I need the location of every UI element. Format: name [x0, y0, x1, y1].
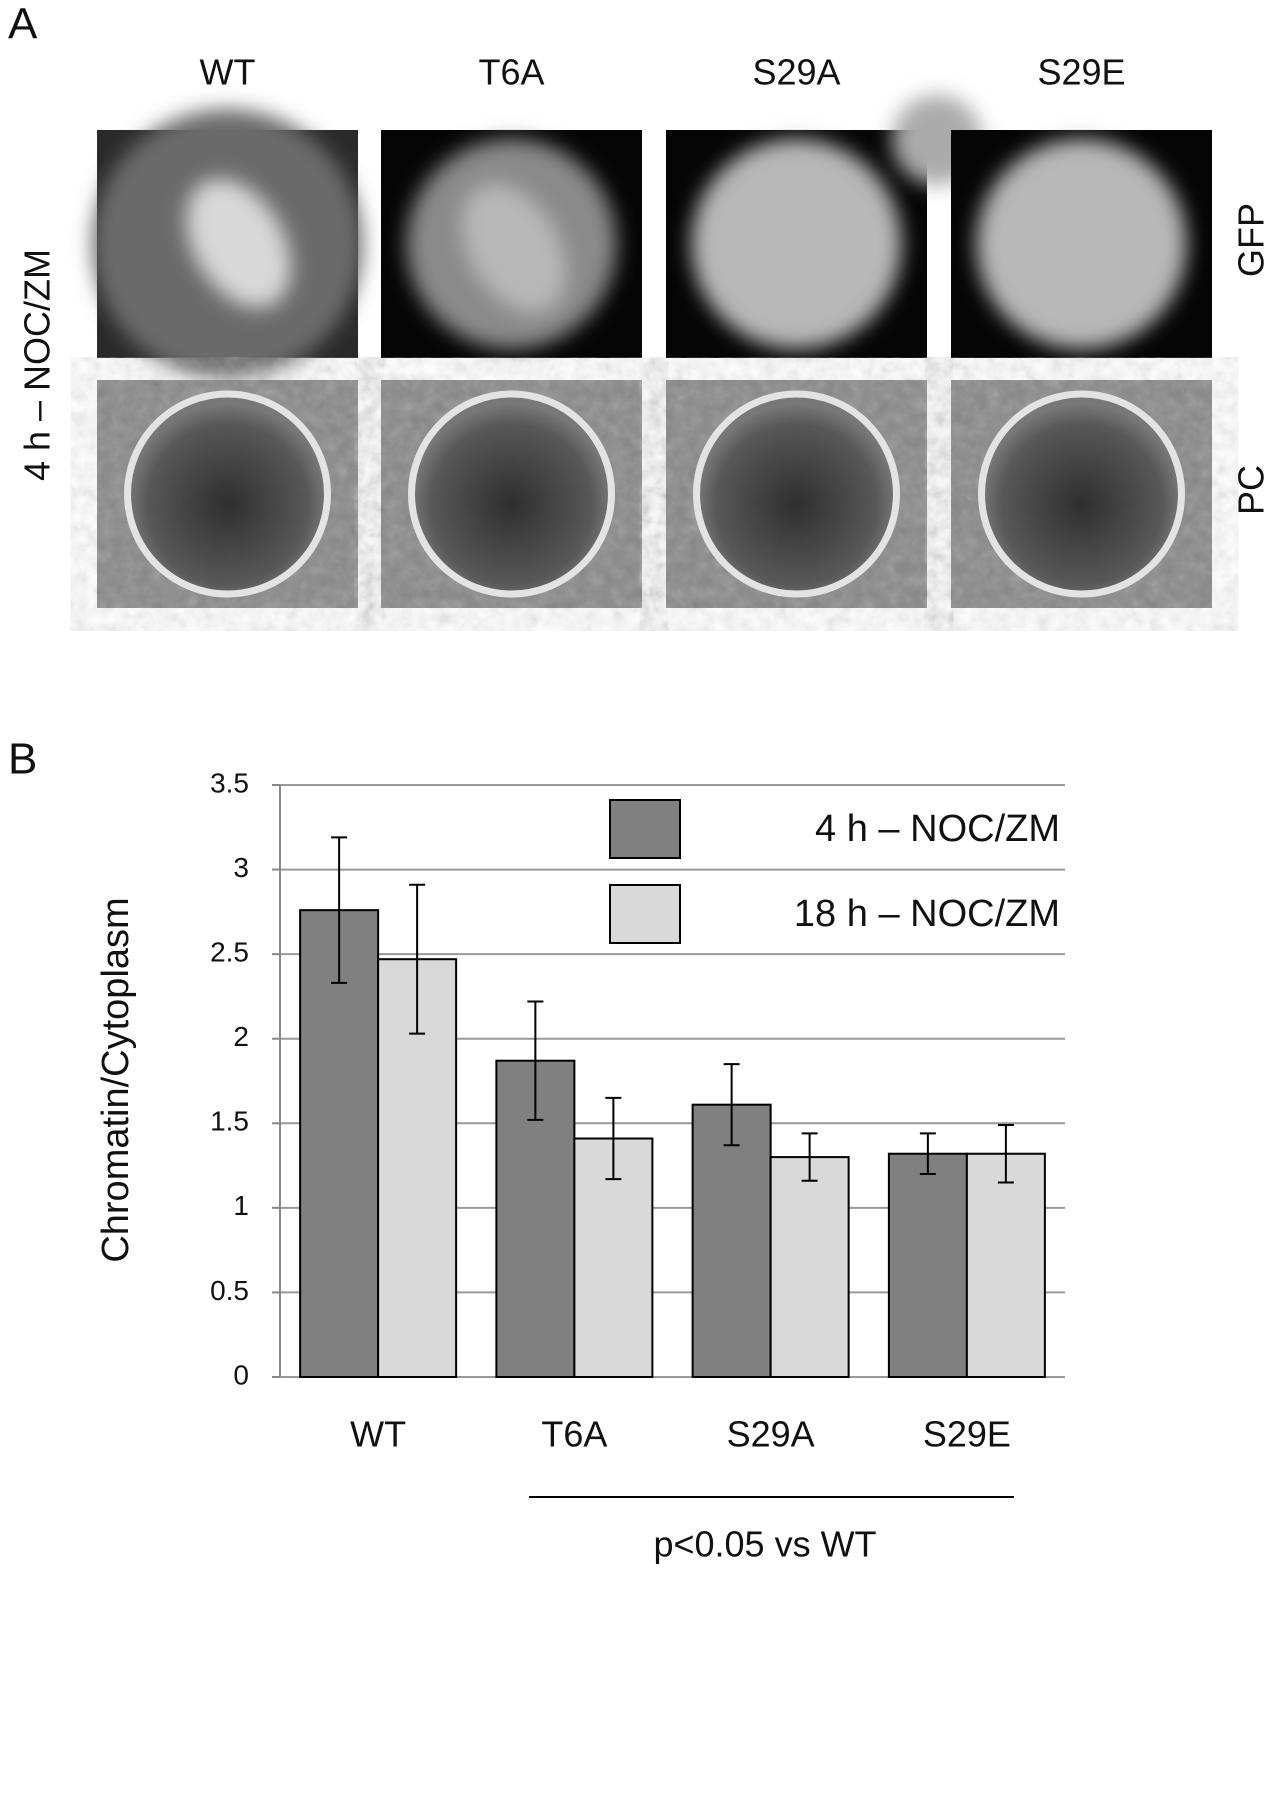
- column-label: S29A: [752, 52, 840, 93]
- column-label: T6A: [478, 52, 544, 93]
- y-tick-label: 2.5: [210, 937, 249, 968]
- error-bar: [409, 883, 426, 1035]
- bar: [299, 909, 380, 1378]
- gfp-image: [92, 109, 363, 379]
- cell: [978, 390, 1185, 598]
- y-tick-label: 1: [233, 1190, 249, 1221]
- row-label: 4 h – NOC/ZM: [17, 249, 58, 481]
- y-tick-label: 3: [233, 852, 249, 883]
- pc-image: [951, 380, 1212, 608]
- y-tick-label: 1.5: [210, 1106, 249, 1137]
- error-bar: [997, 1123, 1014, 1184]
- bar: [573, 1137, 654, 1378]
- bar: [769, 1156, 850, 1378]
- error-bar: [527, 1000, 544, 1121]
- error-bar: [801, 1132, 818, 1182]
- bar: [965, 1152, 1046, 1379]
- annotation: p<0.05 vs WT: [653, 1524, 876, 1565]
- panel-label: B: [8, 735, 37, 784]
- cell: [408, 390, 615, 598]
- legend-swatch: [609, 799, 681, 859]
- y-tick-label: 3.5: [210, 767, 249, 798]
- gfp-image: [381, 130, 642, 358]
- y-tick-label: 0: [233, 1359, 249, 1390]
- error-bar: [919, 1132, 936, 1176]
- cell: [124, 390, 331, 598]
- error-bar: [723, 1063, 740, 1147]
- legend-label: 18 h – NOC/ZM: [794, 893, 1060, 935]
- x-tick-label: T6A: [541, 1414, 607, 1455]
- chromatin: [461, 183, 567, 313]
- error-bar: [605, 1096, 622, 1181]
- cell: [976, 139, 1187, 349]
- x-tick-label: S29E: [923, 1414, 1011, 1455]
- channel-label: PC: [1231, 465, 1272, 515]
- chromatin: [186, 178, 292, 308]
- pc-image: [666, 380, 927, 608]
- x-tick-label: S29A: [727, 1414, 815, 1455]
- cell: [693, 390, 900, 598]
- legend-swatch: [609, 884, 681, 944]
- error-bar: [331, 836, 348, 984]
- gfp-image: [666, 95, 982, 358]
- panel-label: A: [8, 0, 38, 49]
- bar: [887, 1152, 968, 1379]
- legend-label: 4 h – NOC/ZM: [815, 808, 1060, 850]
- column-label: S29E: [1037, 52, 1125, 93]
- gfp-image: [951, 130, 1212, 358]
- y-tick-label: 0.5: [210, 1275, 249, 1306]
- cell: [691, 139, 902, 349]
- pc-image: [97, 380, 358, 608]
- y-tick-label: 2: [233, 1021, 249, 1052]
- channel-label: GFP: [1231, 203, 1272, 277]
- y-axis-title: Chromatin/Cytoplasm: [95, 897, 137, 1262]
- column-label: WT: [200, 52, 256, 93]
- x-tick-label: WT: [350, 1414, 406, 1455]
- micrographs: [92, 95, 1212, 608]
- pc-image: [381, 380, 642, 608]
- bar: [691, 1103, 772, 1379]
